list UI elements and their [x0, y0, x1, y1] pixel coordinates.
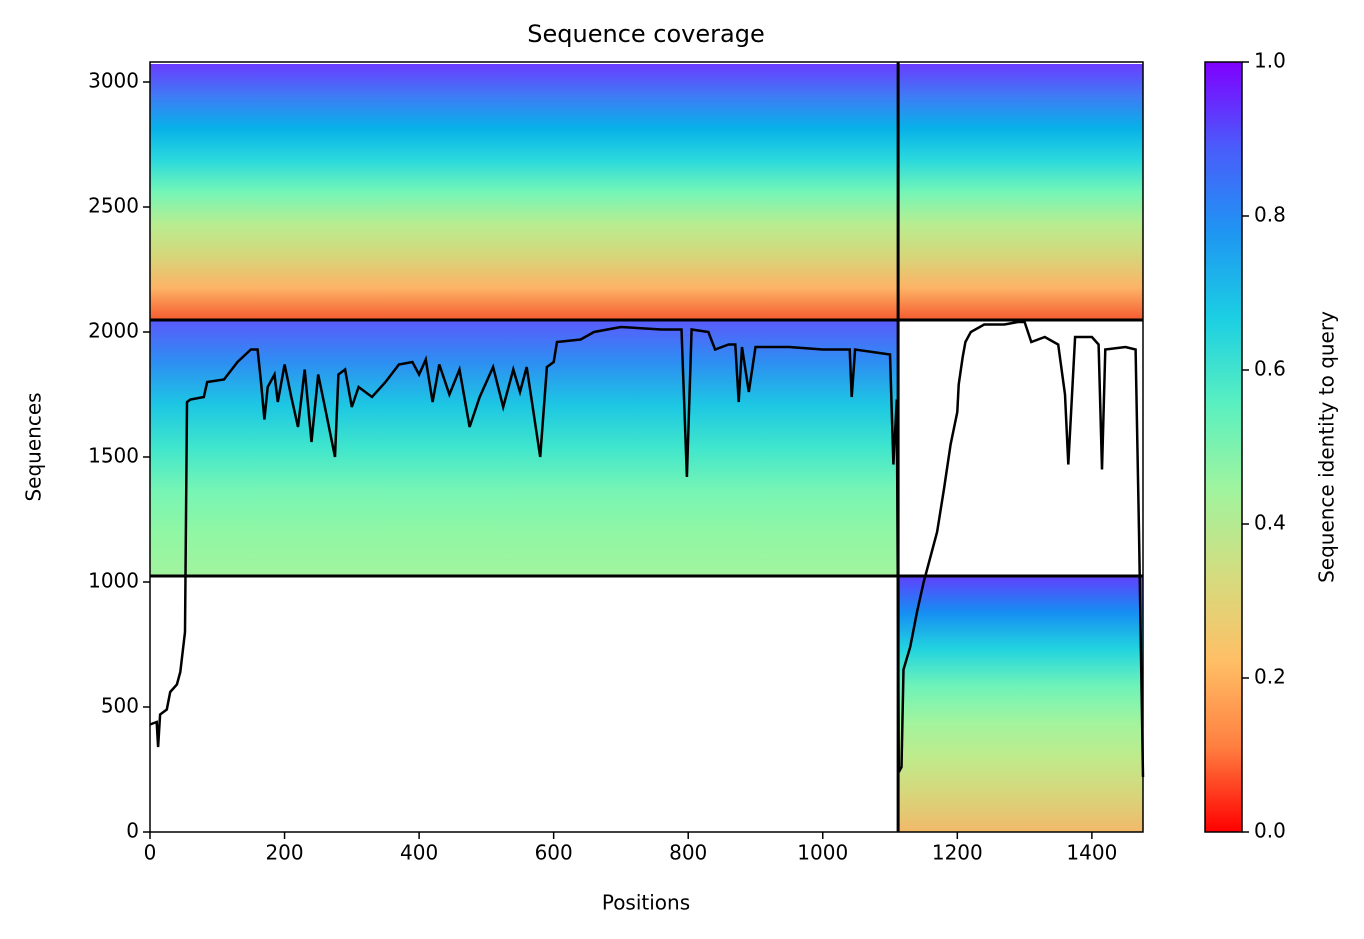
- colorbar-tick-label: 0.6: [1254, 357, 1286, 381]
- y-tick-label: 0: [126, 819, 139, 843]
- colorbar-tick-label: 0.2: [1254, 665, 1286, 689]
- x-tick-label: 1000: [797, 841, 848, 865]
- colorbar: [1204, 61, 1243, 833]
- y-tick-label: 1000: [88, 569, 139, 593]
- x-tick-label: 600: [535, 841, 573, 865]
- x-tick-label: 1200: [932, 841, 983, 865]
- y-tick-label: 2000: [88, 319, 139, 343]
- coverage-region: [150, 320, 899, 576]
- x-tick-label: 400: [400, 841, 438, 865]
- y-tick-label: 3000: [88, 69, 139, 93]
- x-tick-label: 800: [669, 841, 707, 865]
- x-tick-label: 0: [144, 841, 157, 865]
- coverage-region: [898, 64, 1143, 320]
- chart-title: Sequence coverage: [527, 20, 764, 48]
- x-tick-label: 1400: [1066, 841, 1117, 865]
- colorbar-tick-label: 1.0: [1254, 49, 1286, 73]
- x-axis-label: Positions: [602, 891, 690, 915]
- colorbar-tick-label: 0.4: [1254, 511, 1286, 535]
- y-tick-label: 1500: [88, 444, 139, 468]
- y-tick-label: 2500: [88, 194, 139, 218]
- y-tick-label: 500: [101, 694, 139, 718]
- coverage-region: [898, 576, 1143, 832]
- coverage-line: [149, 320, 1145, 778]
- plot-frame: [149, 61, 1144, 833]
- colorbar-label: Sequence identity to query: [1315, 311, 1339, 583]
- x-tick-label: 200: [265, 841, 303, 865]
- y-axis-label: Sequences: [22, 392, 46, 501]
- colorbar-tick-label: 0.8: [1254, 203, 1286, 227]
- colorbar-tick-label: 0.0: [1254, 819, 1286, 843]
- coverage-region: [150, 64, 899, 320]
